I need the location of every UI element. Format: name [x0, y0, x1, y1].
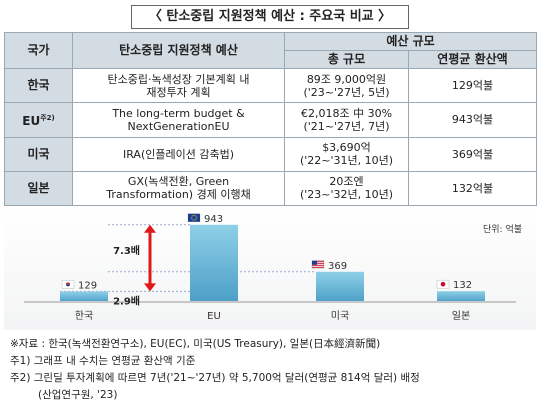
bar-chart: 한국 EU 미국 일본 129 943 369 132 7.3배 2.9배 단위: 억불 — [4, 206, 536, 330]
comparison-table: 국가 탄소중립 지원정책 예산 예산 규모 총 규모 연평균 환산액 한국 탄소… — [4, 32, 537, 207]
annual-cell: 369억불 — [408, 136, 537, 172]
ratio-label-eu: 7.3배 — [113, 244, 140, 257]
japan-flag-icon — [436, 279, 450, 289]
us-flag-icon — [311, 260, 325, 270]
country-cell: EU주2) — [4, 102, 73, 138]
table-row: 미국 IRA(인플레이션 감축법) $3,690억 ('22~'31년, 10년)… — [4, 136, 537, 172]
eu-flag-icon — [187, 213, 201, 223]
notes-section: ※자료 : 한국(녹색전환연구소), EU(EC), 미국(US Treasur… — [10, 336, 535, 404]
policy-cell: GX(녹색전환, Green Transformation) 경제 이행채 — [72, 170, 285, 207]
total-cell: $3,690억 ('22~'31년, 10년) — [284, 136, 409, 172]
total-cell: 89조 9,000억원 ('23~'27년, 5년) — [284, 67, 409, 104]
value-label-3: 132 — [453, 280, 472, 291]
category-label-0: 한국 — [75, 310, 93, 322]
value-label-1: 943 — [204, 214, 223, 225]
value-label-2: 369 — [328, 261, 347, 272]
note-2-continued: (산업연구원, '23) — [38, 389, 118, 401]
country-cell: 미국 — [4, 136, 73, 172]
country-cell: 한국 — [4, 67, 73, 104]
header-country: 국가 — [4, 32, 73, 69]
arrow-eu-head-down — [144, 283, 156, 292]
note-2: 주2) 그린딜 투자계획에 따르면 7년('21~'27년) 약 5,700억 … — [10, 372, 420, 384]
value-label-0: 129 — [78, 280, 97, 291]
unit-label: 단위: 억불 — [482, 225, 522, 235]
category-label-1: EU — [207, 311, 221, 322]
bar-1 — [190, 224, 238, 302]
footnote-marker: 주2) — [40, 113, 55, 122]
category-label-2: 미국 — [331, 310, 349, 322]
header-budget-group: 예산 규모 — [284, 32, 537, 51]
chart-canvas: 한국 EU 미국 일본 129 943 369 132 7.3배 2.9배 — [24, 213, 516, 322]
arrow-eu-head-up — [144, 224, 156, 233]
policy-cell: 탄소중립·녹색성장 기본계획 내 재정투자 계획 — [72, 67, 285, 104]
note-1: 주1) 그래프 내 수치는 연평균 환산액 기준 — [10, 355, 196, 367]
header-annual: 연평균 환산액 — [408, 50, 537, 69]
table-row: EU주2) The long-term budget & NextGenerati… — [4, 102, 537, 138]
total-cell: €2,018조 中 30% ('21~'27년, 7년) — [284, 102, 409, 138]
ratio-label-us: 2.9배 — [113, 294, 140, 307]
header-policy: 탄소중립 지원정책 예산 — [72, 32, 285, 69]
page-title: 〈 탄소중립 지원정책 예산 : 주요국 비교 〉 — [131, 5, 409, 29]
bar-0 — [60, 291, 108, 302]
header-total: 총 규모 — [284, 50, 409, 69]
bar-2 — [316, 271, 364, 302]
annual-cell: 132억불 — [408, 170, 537, 207]
table-row: 한국 탄소중립·녹색성장 기본계획 내 재정투자 계획 89조 9,000억원 ('… — [4, 67, 537, 104]
annual-cell: 129억불 — [408, 67, 537, 104]
country-cell: 일본 — [4, 170, 73, 207]
policy-cell: IRA(인플레이션 감축법) — [72, 136, 285, 172]
korea-flag-icon — [61, 280, 75, 289]
total-cell: 20조엔 ('23~'32년, 10년) — [284, 170, 409, 207]
source-note: ※자료 : 한국(녹색전환연구소), EU(EC), 미국(US Treasur… — [10, 338, 381, 350]
annual-cell: 943억불 — [408, 102, 537, 138]
bar-3 — [437, 291, 485, 302]
table-row: 일본 GX(녹색전환, Green Transformation) 경제 이행채 … — [4, 170, 537, 207]
category-label-3: 일본 — [452, 310, 470, 322]
policy-cell: The long-term budget & NextGenerationEU — [72, 102, 285, 138]
